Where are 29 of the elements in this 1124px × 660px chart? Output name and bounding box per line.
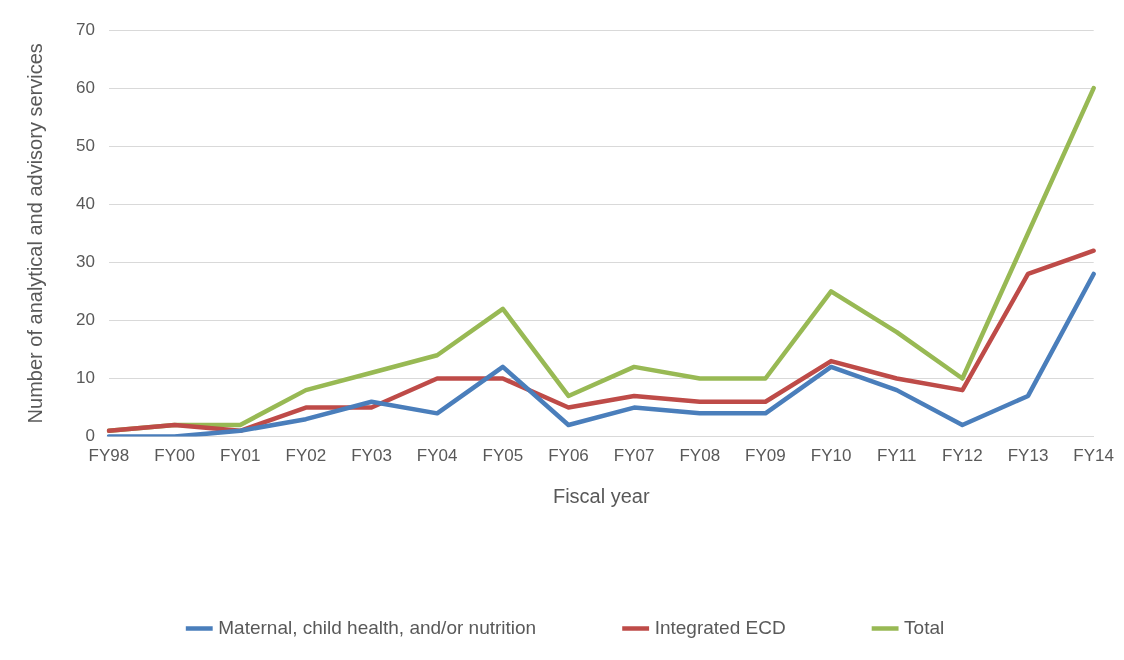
- legend-label: Total: [904, 616, 945, 638]
- x-tick-label: FY13: [1007, 446, 1049, 466]
- legend-label: Integrated ECD: [654, 616, 786, 638]
- y-tick-label: 20: [75, 310, 95, 330]
- y-tick-label: 30: [75, 252, 95, 272]
- y-tick-label: 10: [75, 368, 95, 388]
- y-tick-label: 70: [75, 19, 95, 39]
- x-tick-label: FY06: [548, 446, 589, 466]
- x-tick-label: FY03: [351, 446, 392, 466]
- y-tick-label: 0: [85, 426, 95, 446]
- x-tick-label: FY09: [745, 446, 786, 466]
- x-tick-label: FY00: [154, 446, 195, 466]
- x-tick-label: FY12: [942, 446, 983, 466]
- x-tick-label: FY10: [810, 446, 852, 466]
- x-tick-label: FY08: [679, 446, 721, 466]
- y-axis-title: Number of analytical and advisory services: [23, 43, 46, 424]
- y-tick-label: 40: [75, 193, 95, 213]
- x-tick-label: FY98: [88, 446, 130, 466]
- x-axis-title: Fiscal year: [552, 484, 650, 507]
- y-tick-label: 60: [75, 77, 95, 97]
- x-tick-label: FY11: [877, 446, 917, 466]
- x-tick-label: FY04: [416, 446, 458, 466]
- y-tick-label: 50: [75, 135, 95, 155]
- legend-label: Maternal, child health, and/or nutrition: [218, 616, 537, 638]
- x-tick-label: FY01: [219, 446, 261, 466]
- x-tick-label: FY07: [613, 446, 655, 466]
- x-tick-label: FY14: [1073, 446, 1114, 466]
- x-tick-label: FY05: [482, 446, 524, 466]
- x-tick-label: FY02: [285, 446, 327, 466]
